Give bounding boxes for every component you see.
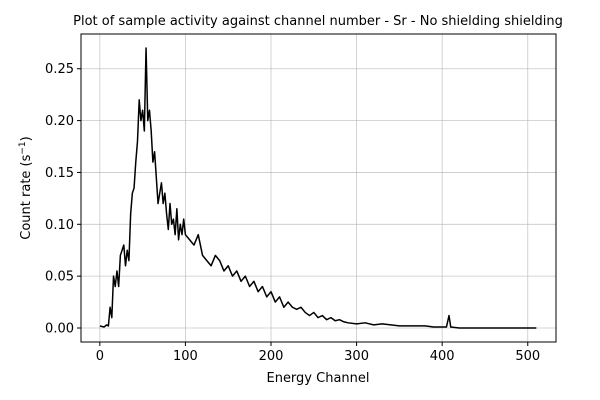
y-axis-label: Count rate (s−1) xyxy=(18,136,34,239)
y-tick-label: 0.10 xyxy=(45,218,74,233)
y-tick-label: 0.25 xyxy=(45,62,74,77)
x-axis-label: Energy Channel xyxy=(266,371,369,386)
y-axis-label-superscript: −1 xyxy=(18,141,28,154)
y-axis-label-main: Count rate (s xyxy=(19,154,34,239)
x-tick-label: 100 xyxy=(173,349,198,364)
y-axis-label-tail: ) xyxy=(19,136,34,141)
x-tick-label: 200 xyxy=(259,349,284,364)
y-tick-label: 0.20 xyxy=(45,114,74,129)
y-tick-label: 0.00 xyxy=(45,322,74,337)
y-ticks: 0.00 0.05 0.10 0.15 0.20 0.25 xyxy=(45,62,81,337)
plot-frame xyxy=(80,33,557,343)
x-tick-label: 500 xyxy=(515,349,540,364)
y-tick-label: 0.15 xyxy=(45,166,74,181)
x-tick-label: 0 xyxy=(96,349,104,364)
y-tick-label: 0.05 xyxy=(45,270,74,285)
grid xyxy=(81,34,556,342)
x-tick-label: 400 xyxy=(430,349,455,364)
series-line xyxy=(99,47,537,329)
x-ticks: 0 100 200 300 400 500 xyxy=(96,342,540,364)
chart-title: Plot of sample activity against channel … xyxy=(73,14,563,29)
series-layer xyxy=(99,47,537,329)
x-tick-label: 300 xyxy=(344,349,369,364)
